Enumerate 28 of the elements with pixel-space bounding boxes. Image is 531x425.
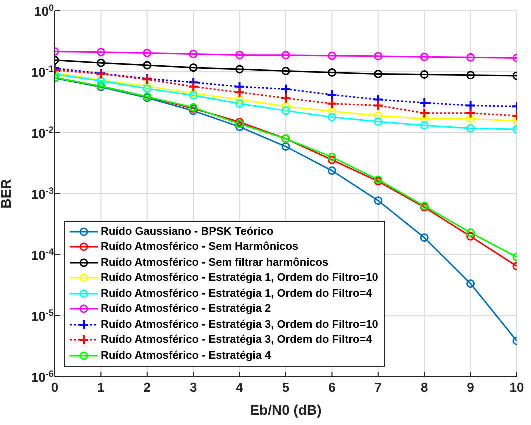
x-tick-label: 7 (374, 380, 382, 395)
legend-label: Ruído Atmosférico - Estratégia 1, Ordem do Filtro=4 (101, 288, 372, 300)
x-tick-label: 0 (51, 380, 59, 395)
x-tick-label: 4 (236, 380, 244, 395)
x-axis-title: Eb/N0 (dB) (250, 402, 322, 418)
x-tick-label: 8 (420, 380, 428, 395)
x-tick-label: 5 (282, 380, 290, 395)
legend-label: Ruído Atmosférico - Estratégia 3, Ordem do Filtro=10 (101, 318, 378, 331)
legend-label: Ruído Atmosférico - Sem filtrar harmônicos (101, 256, 329, 269)
x-tick-label: 6 (328, 380, 336, 395)
x-tick-label: 9 (467, 380, 474, 395)
legend-label: Ruído Atmosférico - Estratégia 2 (101, 303, 272, 316)
y-tick-label: 10$^{-4}$ (31, 247, 55, 263)
y-tick-label: 10$^{-2}$ (31, 125, 54, 141)
legend-label: Ruído Gaussiano - BPSK Teórico (101, 226, 274, 238)
y-axis-title: BER (0, 179, 14, 209)
legend-label: Ruído Atmosférico - Estratégia 4 (101, 350, 272, 362)
legend-label: Ruído Atmosférico - Sem Harmônicos (101, 241, 299, 254)
y-tick-label: 10$^{-3}$ (31, 186, 54, 202)
x-tick-label: 3 (190, 380, 198, 395)
x-tick-label: 2 (144, 380, 152, 395)
legend-label: Ruído Atmosférico - Estratégia 3, Ordem do Filtro=4 (101, 334, 372, 346)
y-tick-label: 10$^{0}$ (34, 3, 54, 19)
x-tick-label: 1 (98, 380, 105, 395)
legend-label: Ruído Atmosférico - Estratégia 1, Ordem do Filtro=10 (101, 272, 378, 284)
y-tick-label: 10$^{-5}$ (31, 308, 54, 324)
x-tick-label: 10 (510, 380, 524, 395)
y-tick-label: 10$^{-1}$ (31, 64, 54, 80)
